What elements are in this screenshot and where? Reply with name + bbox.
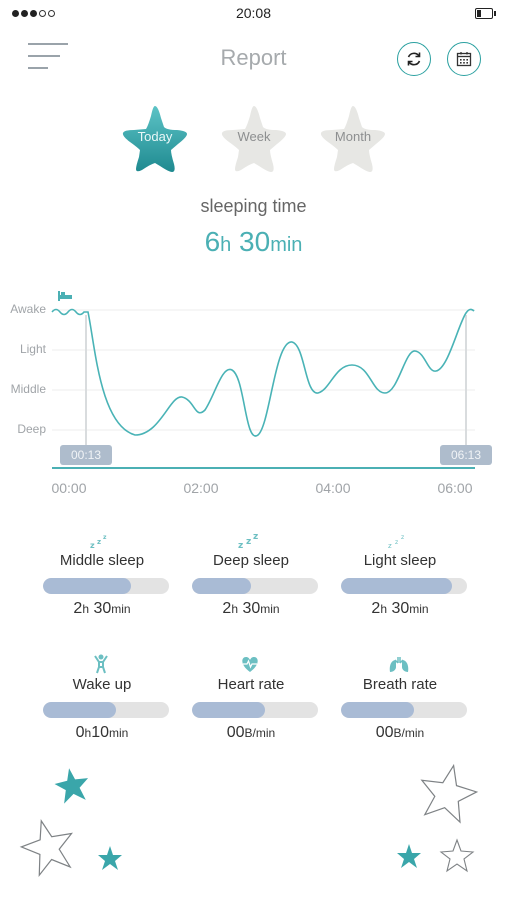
stat-bar bbox=[192, 578, 318, 594]
stat-bar bbox=[341, 578, 467, 594]
star-tab-shape bbox=[122, 106, 187, 172]
x-label-0000: 00:00 bbox=[51, 480, 87, 496]
decorative-stars bbox=[19, 763, 479, 878]
y-label-light: Light bbox=[19, 342, 46, 356]
star-tab-shape bbox=[320, 106, 385, 172]
star-icon bbox=[19, 819, 73, 878]
heart-icon bbox=[242, 657, 258, 672]
star-tab-shape bbox=[221, 106, 286, 172]
star-icon bbox=[397, 844, 421, 868]
stat-bar bbox=[43, 702, 169, 718]
stat-bar-fill bbox=[341, 702, 415, 718]
y-label-deep: Deep bbox=[17, 422, 46, 436]
stat-label: Light sleep bbox=[363, 552, 437, 569]
refresh-icon bbox=[407, 52, 421, 66]
stat-label: Heart rate bbox=[217, 676, 285, 693]
start-time-label: 00:13 bbox=[70, 448, 102, 462]
sleep-curve bbox=[51, 308, 475, 437]
stat-value: 00B/min bbox=[375, 724, 425, 741]
stat-bar-fill bbox=[43, 578, 132, 594]
person-icon bbox=[94, 654, 108, 674]
star-icon bbox=[98, 846, 122, 870]
calendar-icon bbox=[456, 52, 472, 67]
svg-text:z: z bbox=[90, 541, 95, 550]
end-time-label: 06:13 bbox=[450, 448, 482, 462]
refresh-button[interactable] bbox=[397, 42, 431, 76]
stat-value: 2h 30min bbox=[73, 600, 131, 617]
battery-icon bbox=[475, 8, 496, 19]
svg-text:z: z bbox=[103, 534, 107, 541]
svg-text:z: z bbox=[395, 539, 398, 546]
stat-bar-fill bbox=[341, 578, 452, 594]
calendar-button[interactable] bbox=[447, 42, 481, 76]
tab-month[interactable]: Month bbox=[317, 102, 389, 174]
stat-value: 2h 30min bbox=[371, 600, 429, 617]
stat-value: 0h10min bbox=[75, 724, 129, 741]
stat-label: Deep sleep bbox=[213, 552, 289, 569]
sleep-chart bbox=[51, 291, 492, 469]
star-icon bbox=[54, 768, 89, 804]
stat-label: Middle sleep bbox=[59, 552, 145, 569]
signal-strength-icon bbox=[12, 10, 55, 17]
start-time-badge bbox=[60, 445, 112, 465]
x-label-0600: 06:00 bbox=[437, 480, 473, 496]
bed-icon bbox=[58, 291, 72, 301]
zzz-icon: z z z bbox=[388, 534, 404, 550]
zzz-icon: z z z bbox=[90, 534, 107, 550]
y-label-awake: Awake bbox=[10, 302, 46, 316]
stat-value: 00B/min bbox=[226, 724, 276, 741]
stat-label: Wake up bbox=[72, 676, 132, 693]
stat-label: Breath rate bbox=[362, 676, 438, 693]
svg-text:z: z bbox=[253, 532, 258, 542]
menu-icon[interactable] bbox=[28, 43, 68, 73]
tab-month-label: Month bbox=[334, 129, 372, 144]
stat-bar-fill bbox=[192, 578, 252, 594]
tab-today[interactable]: Today bbox=[119, 102, 191, 174]
stat-bar bbox=[43, 578, 169, 594]
y-label-middle: Middle bbox=[10, 382, 46, 396]
svg-text:z: z bbox=[246, 537, 251, 547]
svg-text:z: z bbox=[238, 541, 243, 550]
stat-bar-fill bbox=[43, 702, 117, 718]
summary-title: sleeping time bbox=[200, 196, 307, 216]
tab-week-label: Week bbox=[237, 129, 271, 144]
stat-bar-fill bbox=[192, 702, 266, 718]
star-icon bbox=[420, 763, 479, 824]
sleeping-time-value: 6h 30min bbox=[204, 226, 303, 257]
x-label-0200: 02:00 bbox=[183, 480, 219, 496]
star-icon bbox=[439, 838, 475, 873]
svg-text:z: z bbox=[388, 542, 392, 550]
page-title: Report bbox=[220, 45, 287, 70]
stat-value: 2h 30min bbox=[222, 600, 280, 617]
stat-bar bbox=[341, 702, 467, 718]
stat-bar bbox=[192, 702, 318, 718]
svg-text:z: z bbox=[401, 534, 404, 541]
tab-week[interactable]: Week bbox=[218, 102, 290, 174]
x-label-0400: 04:00 bbox=[315, 480, 351, 496]
svg-text:z: z bbox=[97, 538, 101, 546]
end-time-badge bbox=[440, 445, 492, 465]
tab-today-label: Today bbox=[137, 129, 173, 144]
status-time: 20:08 bbox=[235, 5, 272, 21]
zzz-icon: z z z bbox=[238, 532, 258, 550]
lungs-icon bbox=[389, 657, 409, 672]
